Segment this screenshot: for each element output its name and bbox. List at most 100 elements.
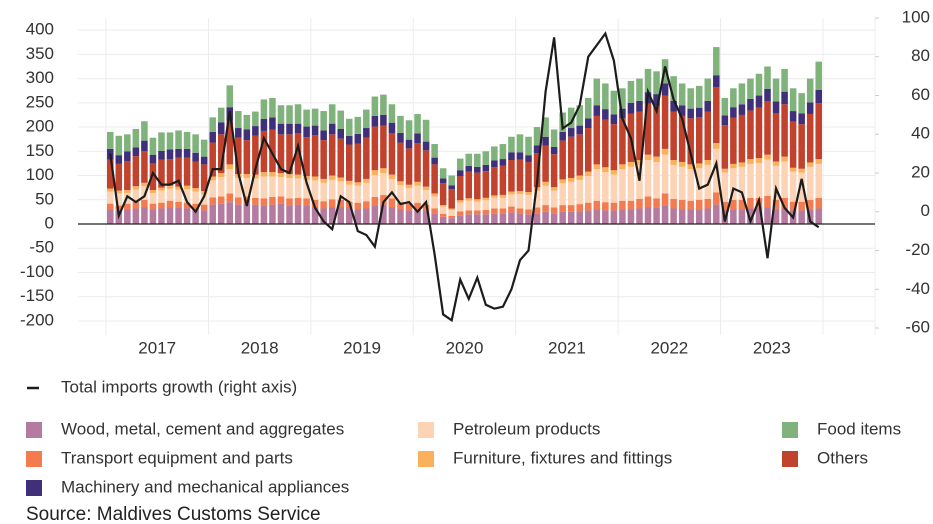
- bar-segment: [277, 105, 285, 124]
- bar-segment: [755, 158, 763, 163]
- bar-segment: [175, 189, 182, 202]
- bar-segment: [209, 180, 216, 198]
- bar-segment: [550, 207, 558, 214]
- y-tick-label: 200: [26, 117, 54, 136]
- bar-segment: [602, 109, 609, 120]
- bar-segment: [166, 132, 174, 150]
- bar-segment: [166, 188, 174, 201]
- bar-segment: [252, 178, 259, 198]
- bar-segment: [192, 203, 199, 210]
- bar-segment: [474, 172, 481, 200]
- bar-segment: [508, 191, 515, 195]
- bar-segment: [371, 196, 379, 206]
- bar-segment: [422, 119, 430, 142]
- bar-segment: [772, 101, 780, 114]
- bar-segment: [713, 204, 720, 225]
- bar-segment: [593, 209, 601, 225]
- bar-segment: [405, 184, 413, 189]
- bar-segment: [576, 134, 583, 176]
- bar-segment: [311, 207, 319, 225]
- bar-segment: [465, 198, 473, 201]
- bar-segment: [542, 145, 549, 182]
- bar-segment: [124, 190, 131, 193]
- bar-segment: [448, 209, 455, 216]
- bar-segment: [704, 198, 712, 209]
- bar-segment: [747, 98, 754, 111]
- bar-segment: [132, 189, 140, 202]
- bar-segment: [644, 196, 652, 208]
- bar-segment: [730, 88, 737, 108]
- bar-segment: [516, 191, 524, 194]
- bar-segment: [294, 204, 302, 225]
- bar-segment: [328, 179, 336, 200]
- bar-segment: [713, 192, 720, 205]
- bar-segment: [269, 97, 276, 118]
- bar-segment: [448, 215, 455, 219]
- bar-segment: [533, 127, 541, 146]
- bar-segment: [380, 173, 387, 195]
- bar-segment: [124, 160, 131, 191]
- bar-segment: [815, 103, 822, 160]
- bar-segment: [695, 117, 703, 164]
- bar-segment: [414, 209, 421, 225]
- bar-segment: [149, 192, 157, 204]
- bar-segment: [397, 142, 404, 182]
- source: Source: Maldives Customs Service: [26, 504, 321, 524]
- bar-segment: [764, 159, 771, 196]
- bar-segment: [397, 202, 404, 210]
- bar-segment: [636, 164, 643, 199]
- legend-swatch: [26, 480, 42, 496]
- bar-segment: [209, 176, 216, 181]
- bar-segment: [678, 166, 686, 200]
- bar-segment: [474, 153, 481, 167]
- bar-segment: [815, 89, 822, 104]
- y2-tick-label: 0: [921, 201, 930, 220]
- bar-segment: [474, 166, 481, 173]
- bar-segment: [465, 200, 473, 211]
- bar-segment: [482, 209, 490, 215]
- bar-segment: [209, 197, 216, 205]
- bar-segment: [499, 159, 507, 166]
- bar-segment: [124, 203, 131, 210]
- bar-segment: [107, 131, 114, 149]
- bar-segment: [107, 203, 114, 210]
- legend-label: Wood, metal, cement and aggregates: [61, 419, 344, 438]
- bar-segment: [107, 209, 114, 225]
- bar-segment: [277, 176, 285, 197]
- bar-segment: [747, 163, 754, 198]
- bar-segment: [533, 190, 541, 208]
- bar-segment: [439, 216, 447, 225]
- bar-segment: [149, 154, 157, 164]
- bar-segment: [209, 204, 216, 225]
- bar-segment: [346, 144, 353, 181]
- bar-segment: [124, 209, 131, 225]
- bar-segment: [465, 165, 473, 172]
- y-tick-label: 150: [26, 141, 54, 160]
- bar-segment: [491, 213, 498, 225]
- bar-segment: [772, 209, 780, 225]
- bar-segment: [738, 209, 746, 225]
- bar-segment: [653, 161, 660, 199]
- y-tick-label: 350: [26, 44, 54, 63]
- bar-segment: [414, 185, 421, 203]
- bar-segment: [422, 141, 430, 151]
- bar-segment: [158, 190, 165, 203]
- bar-segment: [713, 47, 720, 76]
- bar-segment: [303, 179, 310, 199]
- bar-segment: [380, 94, 387, 115]
- bar-segment: [619, 169, 626, 201]
- bar-segment: [269, 196, 276, 205]
- bar-segment: [815, 159, 822, 164]
- bar-segment: [730, 107, 737, 118]
- bar-segment: [525, 209, 532, 215]
- y2-tick-label: 60: [911, 85, 930, 104]
- bar-segment: [337, 177, 344, 182]
- bar-segment: [610, 202, 618, 211]
- bar-segment: [704, 208, 712, 225]
- bar-segment: [380, 114, 387, 126]
- bar-segment: [815, 208, 822, 225]
- bar-segment: [559, 131, 566, 141]
- bar-segment: [508, 160, 515, 192]
- bar-segment: [695, 199, 703, 210]
- bar-segment: [721, 172, 729, 202]
